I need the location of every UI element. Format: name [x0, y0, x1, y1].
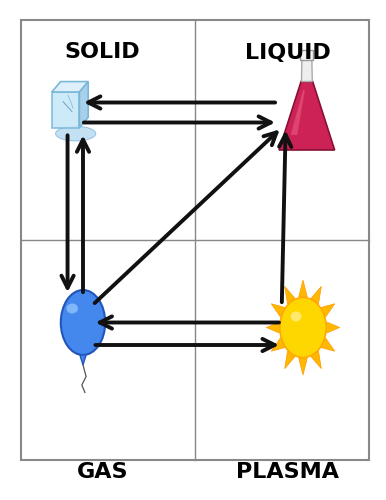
Polygon shape	[327, 322, 340, 333]
Polygon shape	[291, 90, 305, 135]
Ellipse shape	[61, 290, 105, 355]
Polygon shape	[301, 60, 312, 82]
Polygon shape	[271, 304, 285, 317]
Polygon shape	[321, 304, 335, 317]
Bar	[21, 20, 369, 460]
Polygon shape	[279, 82, 335, 150]
Text: SOLID: SOLID	[64, 42, 140, 62]
Ellipse shape	[66, 304, 78, 314]
Bar	[300, 50, 313, 60]
Circle shape	[280, 298, 326, 358]
Polygon shape	[299, 358, 307, 375]
Polygon shape	[52, 82, 88, 92]
Text: LIQUID: LIQUID	[245, 42, 330, 62]
Polygon shape	[299, 280, 307, 297]
Polygon shape	[80, 82, 88, 128]
Polygon shape	[80, 355, 86, 365]
Text: GAS: GAS	[76, 462, 128, 482]
Polygon shape	[321, 338, 335, 351]
Polygon shape	[266, 322, 279, 333]
Polygon shape	[311, 286, 321, 304]
Ellipse shape	[291, 312, 301, 322]
Bar	[52, 92, 80, 128]
Polygon shape	[271, 338, 285, 351]
Text: PLASMA: PLASMA	[236, 462, 339, 482]
Polygon shape	[284, 351, 295, 368]
Ellipse shape	[56, 126, 96, 141]
Polygon shape	[284, 286, 295, 304]
Polygon shape	[311, 351, 321, 368]
